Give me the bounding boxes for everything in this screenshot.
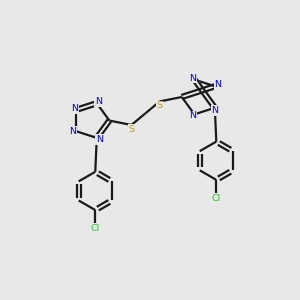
Text: S: S	[128, 125, 134, 134]
Text: Cl: Cl	[91, 224, 100, 233]
Text: N: N	[95, 97, 102, 106]
Text: N: N	[211, 106, 218, 115]
Text: S: S	[157, 101, 163, 110]
Text: Cl: Cl	[212, 194, 221, 203]
Text: N: N	[96, 135, 103, 144]
Text: N: N	[189, 111, 197, 120]
Text: N: N	[71, 104, 78, 113]
Text: N: N	[189, 74, 197, 83]
Text: N: N	[214, 80, 221, 89]
Text: N: N	[69, 127, 76, 136]
